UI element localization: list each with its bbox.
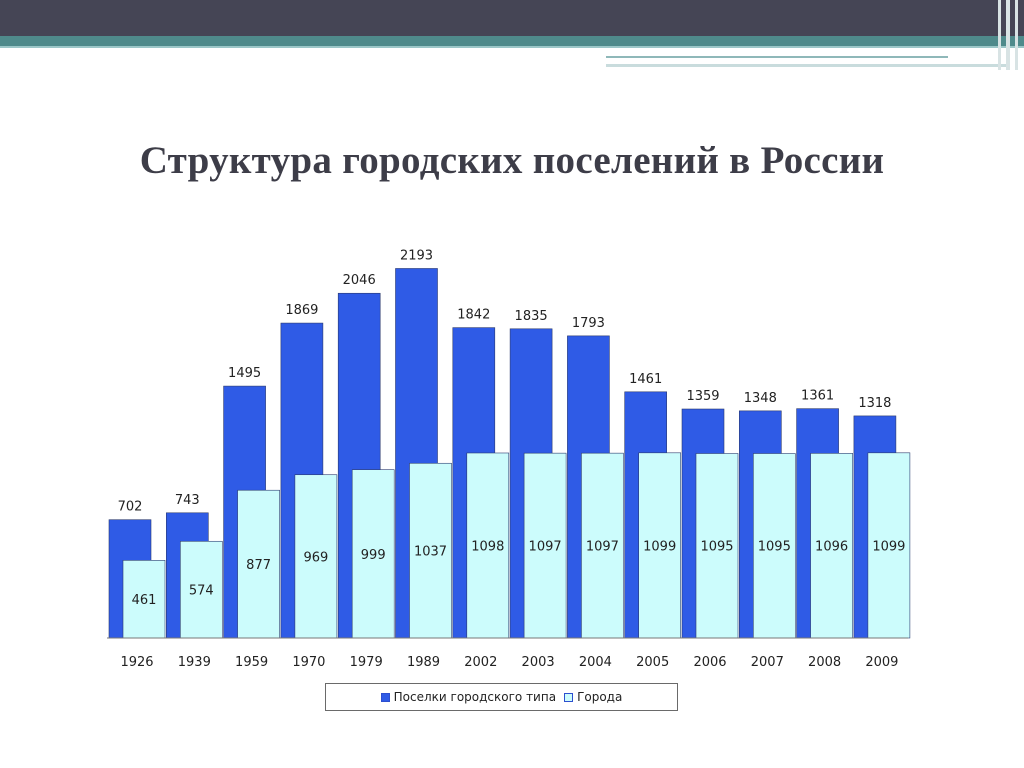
bar-cities	[695, 453, 739, 639]
bar-cities	[638, 452, 682, 639]
data-label-settlements: 1361	[801, 389, 834, 404]
data-label-cities: 1099	[872, 539, 905, 554]
slide-header-bar	[0, 0, 1024, 36]
x-tick-label: 2003	[522, 655, 555, 670]
data-label-settlements: 1835	[515, 309, 548, 324]
x-tick-label: 1939	[178, 655, 211, 670]
data-label-cities: 1097	[586, 540, 619, 555]
data-label-cities: 999	[361, 548, 386, 563]
bar-cities	[867, 452, 911, 639]
x-tick-label: 2004	[579, 655, 612, 670]
x-tick-label: 1979	[350, 655, 383, 670]
bar-cities	[523, 452, 567, 639]
x-tick-label: 2008	[808, 655, 841, 670]
data-label-settlements: 1793	[572, 316, 605, 331]
x-tick-label: 1989	[407, 655, 440, 670]
data-label-settlements: 743	[175, 493, 200, 508]
legend-item-settlements: Поселки городского типа	[380, 690, 557, 704]
page-title: Структура городских поселений в России	[139, 139, 885, 182]
x-tick-label: 1959	[235, 655, 268, 670]
data-label-settlements: 1461	[629, 372, 662, 387]
data-label-cities: 969	[303, 550, 328, 565]
x-tick-label: 1970	[292, 655, 325, 670]
decorative-line	[606, 64, 1006, 67]
x-tick-label: 2002	[464, 655, 497, 670]
legend-label-cities: Города	[577, 690, 623, 704]
slide-accent-line	[0, 46, 1024, 48]
bar-cities	[351, 469, 395, 639]
data-label-cities: 1097	[529, 540, 562, 555]
x-tick-label: 1926	[120, 655, 153, 670]
data-label-settlements: 2193	[400, 248, 433, 263]
decorative-line	[606, 56, 948, 58]
data-label-cities: 1037	[414, 545, 447, 560]
slide-accent-band	[0, 36, 1024, 46]
legend-swatch-cities	[564, 692, 574, 702]
data-label-settlements: 1495	[228, 366, 261, 381]
data-label-settlements: 2046	[343, 273, 376, 288]
x-tick-label: 2005	[636, 655, 669, 670]
legend-label-settlements: Поселки городского типа	[393, 690, 557, 704]
data-label-settlements: 1842	[457, 308, 490, 323]
data-label-settlements: 1318	[858, 396, 891, 411]
bar-cities	[752, 453, 796, 639]
legend-swatch-settlements	[380, 692, 390, 702]
data-label-cities: 1099	[643, 539, 676, 554]
legend-item-cities: Города	[564, 690, 622, 704]
data-label-cities: 877	[246, 558, 271, 573]
bar-cities	[122, 560, 166, 639]
x-tick-label: 2006	[693, 655, 726, 670]
bar-cities	[180, 540, 223, 639]
data-label-settlements: 1359	[686, 389, 719, 404]
data-label-settlements: 1348	[744, 391, 777, 406]
x-tick-label: 2007	[751, 655, 784, 670]
data-label-cities: 1098	[471, 539, 504, 554]
data-label-cities: 574	[189, 584, 214, 599]
data-label-cities: 461	[132, 593, 157, 608]
chart-legend: Поселки городского типа Города	[325, 683, 678, 711]
data-label-cities: 1095	[700, 540, 733, 555]
bar-cities	[581, 452, 624, 639]
data-label-cities: 1095	[758, 540, 791, 555]
decorative-stripes	[994, 0, 1024, 70]
data-label-cities: 1096	[815, 540, 848, 555]
bar-cities	[294, 474, 338, 639]
bar-cities	[466, 452, 510, 639]
x-tick-label: 2009	[865, 655, 898, 670]
bar-cities	[237, 489, 280, 639]
bar-cities	[810, 453, 853, 639]
data-label-settlements: 702	[118, 500, 143, 515]
data-label-settlements: 1869	[285, 303, 318, 318]
